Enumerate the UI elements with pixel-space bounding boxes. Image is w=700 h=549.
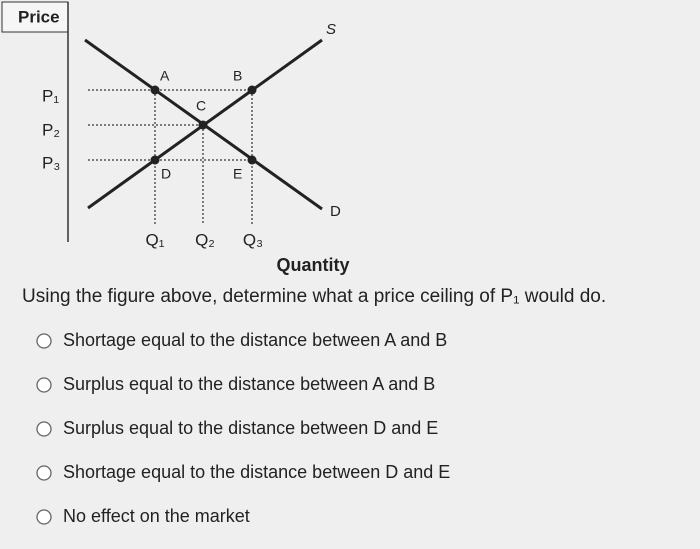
option-label[interactable]: Surplus equal to the distance between A …	[63, 374, 435, 394]
point	[150, 85, 160, 95]
option-label[interactable]: No effect on the market	[63, 506, 250, 526]
point-label: A	[160, 68, 170, 84]
y-axis-label: Price	[18, 7, 60, 26]
option-label[interactable]: Surplus equal to the distance between D …	[63, 418, 438, 438]
radio-button[interactable]	[36, 465, 52, 481]
point	[150, 155, 160, 165]
x-axis-label: Quantity	[276, 255, 349, 275]
point	[247, 85, 257, 95]
quantity-label: Q₃	[243, 230, 263, 249]
radio-button[interactable]	[36, 509, 52, 525]
point	[198, 120, 208, 130]
point	[247, 155, 257, 165]
point-label: B	[233, 68, 242, 84]
quantity-label: Q₂	[195, 230, 215, 249]
price-box	[1, 1, 69, 33]
quantity-label: Q₁	[146, 230, 165, 249]
radio-button[interactable]	[36, 421, 52, 437]
point-label: D	[161, 166, 171, 182]
price-label: P₁	[42, 86, 59, 105]
diagram: Price A B C D E S D P₁ P₂ P₃ Q₁ Q₂ Q₃ Qu…	[1, 1, 350, 275]
price-label: P₂	[42, 120, 60, 139]
question: Using the figure above, determine what a…	[22, 286, 606, 307]
point-label: C	[196, 98, 206, 114]
demand-label: D	[330, 203, 341, 220]
options: Shortage equal to the distance between A…	[36, 330, 450, 526]
radio-button[interactable]	[36, 333, 52, 349]
point-label: E	[233, 166, 242, 182]
option-label[interactable]: Shortage equal to the distance between A…	[63, 330, 447, 350]
option-label[interactable]: Shortage equal to the distance between D…	[63, 462, 450, 482]
radio-button[interactable]	[36, 377, 52, 393]
supply-label: S	[326, 21, 336, 38]
price-label: P₃	[42, 153, 60, 172]
